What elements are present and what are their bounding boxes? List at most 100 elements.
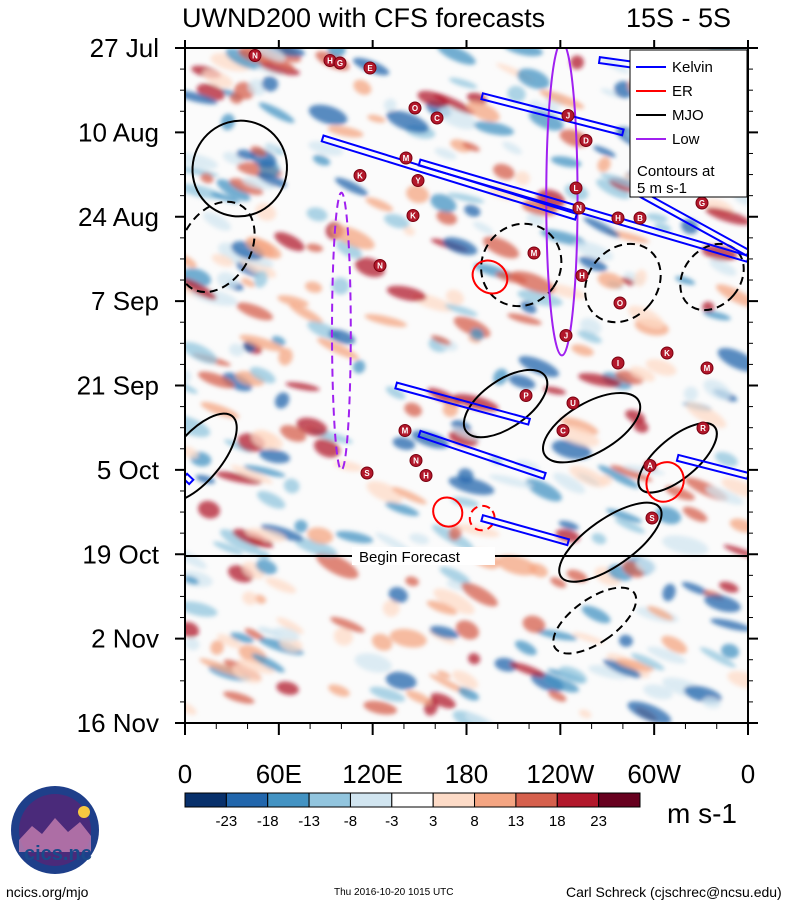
colorbar-units: m s-1 (667, 798, 737, 829)
storm-marker: G (333, 56, 347, 70)
field-blob (391, 486, 427, 505)
field-blob (405, 690, 432, 705)
field-blob (434, 147, 457, 160)
field-blob (502, 141, 522, 155)
forecast-label-bg (352, 547, 495, 565)
field-blob (216, 179, 251, 202)
storm-marker: Y (411, 174, 425, 187)
storm-marker: J (561, 109, 575, 122)
storm-marker-icon (333, 56, 347, 70)
field-blob (199, 658, 245, 678)
storm-marker-label: B (637, 214, 643, 223)
storm-marker-icon (406, 209, 420, 222)
field-blob (705, 486, 744, 505)
storm-marker-label: S (364, 469, 370, 478)
axes: 27 Jul 10 Aug 24 Aug 7 Sep 21 Sep 5 Oct 19 Oct… (77, 33, 758, 789)
field-blob (517, 289, 563, 307)
field-blob (507, 313, 542, 325)
y-tick-label: 7 Sep (91, 286, 159, 316)
storm-marker: O (613, 296, 627, 310)
field-blob (496, 555, 538, 576)
field-blob (296, 417, 328, 437)
field-blob (528, 563, 548, 578)
field-blob (430, 693, 456, 709)
mjo-contour (185, 200, 256, 294)
field-blob (645, 358, 677, 376)
field-blob (364, 314, 407, 327)
storm-marker-label: H (423, 472, 429, 481)
field-blob (312, 154, 331, 166)
field-blob (308, 141, 343, 156)
kelvin-contour (480, 513, 571, 547)
field-blob (354, 653, 392, 673)
field-blob (579, 256, 608, 272)
field-blob (442, 237, 478, 256)
mjo-contour (584, 242, 662, 324)
mjo-contour (185, 412, 238, 504)
field-blob (621, 277, 635, 286)
colorbar-label: 8 (470, 813, 478, 830)
field-blob (308, 104, 348, 126)
field-blob (185, 548, 207, 569)
legend-entry-label: MJO (672, 107, 704, 124)
field-blob (436, 210, 458, 225)
field-blob (616, 658, 654, 672)
field-blob (448, 525, 462, 541)
field-blob (543, 386, 566, 395)
field-blob (365, 197, 394, 212)
field-blob (635, 558, 657, 573)
field-blob (528, 110, 564, 131)
field-blob (228, 343, 245, 357)
field-blob (222, 372, 253, 392)
storm-marker: U (566, 396, 580, 410)
field-blob (618, 634, 633, 647)
field-blob (216, 634, 242, 649)
field-blob (627, 701, 672, 723)
storm-marker: M (527, 246, 541, 260)
field-blob (220, 529, 261, 555)
mjo-contour (558, 501, 663, 583)
y-tick-label: 5 Oct (97, 455, 160, 485)
field-blob (614, 518, 646, 534)
storm-marker: H (419, 469, 433, 482)
storm-marker: E (363, 61, 377, 75)
storm-marker: H (611, 211, 625, 225)
field-blob (703, 379, 731, 401)
field-blob (306, 207, 328, 222)
field-blob (647, 646, 686, 664)
kelvin-contour (675, 453, 748, 481)
field-blob (569, 465, 607, 488)
chart-title: UWND200 with CFS forecasts (182, 3, 545, 33)
field-blob (278, 348, 293, 366)
field-blob (704, 594, 741, 613)
field-blob (236, 149, 255, 160)
field-blob (578, 373, 622, 388)
x-tick-label: 0 (741, 759, 755, 789)
field-blob (386, 285, 427, 302)
field-blob (705, 207, 748, 225)
storm-marker-label: K (357, 172, 363, 181)
colorbar-label: 18 (549, 813, 566, 830)
storm-marker-label: O (617, 299, 623, 308)
storm-marker: C (556, 424, 570, 437)
y-tick-label: 21 Sep (77, 371, 159, 401)
storm-marker-icon (561, 109, 575, 122)
y-tick-label: 24 Aug (78, 202, 159, 232)
storm-marker: N (409, 454, 423, 467)
field-blob (334, 177, 368, 196)
field-blob (631, 653, 665, 671)
field-blob (438, 107, 477, 130)
storm-marker-label: N (252, 52, 258, 61)
field-blob (289, 303, 324, 324)
field-blob (509, 662, 546, 677)
field-blob (570, 55, 584, 70)
field-blob (719, 581, 739, 593)
field-blob (202, 212, 231, 231)
storm-marker-label: K (410, 212, 416, 221)
x-tick-label: 120E (342, 759, 403, 789)
kelvin-contour (417, 429, 547, 481)
storm-marker: H (575, 269, 589, 282)
field-blob (185, 183, 223, 200)
storm-marker-label: H (327, 57, 333, 66)
